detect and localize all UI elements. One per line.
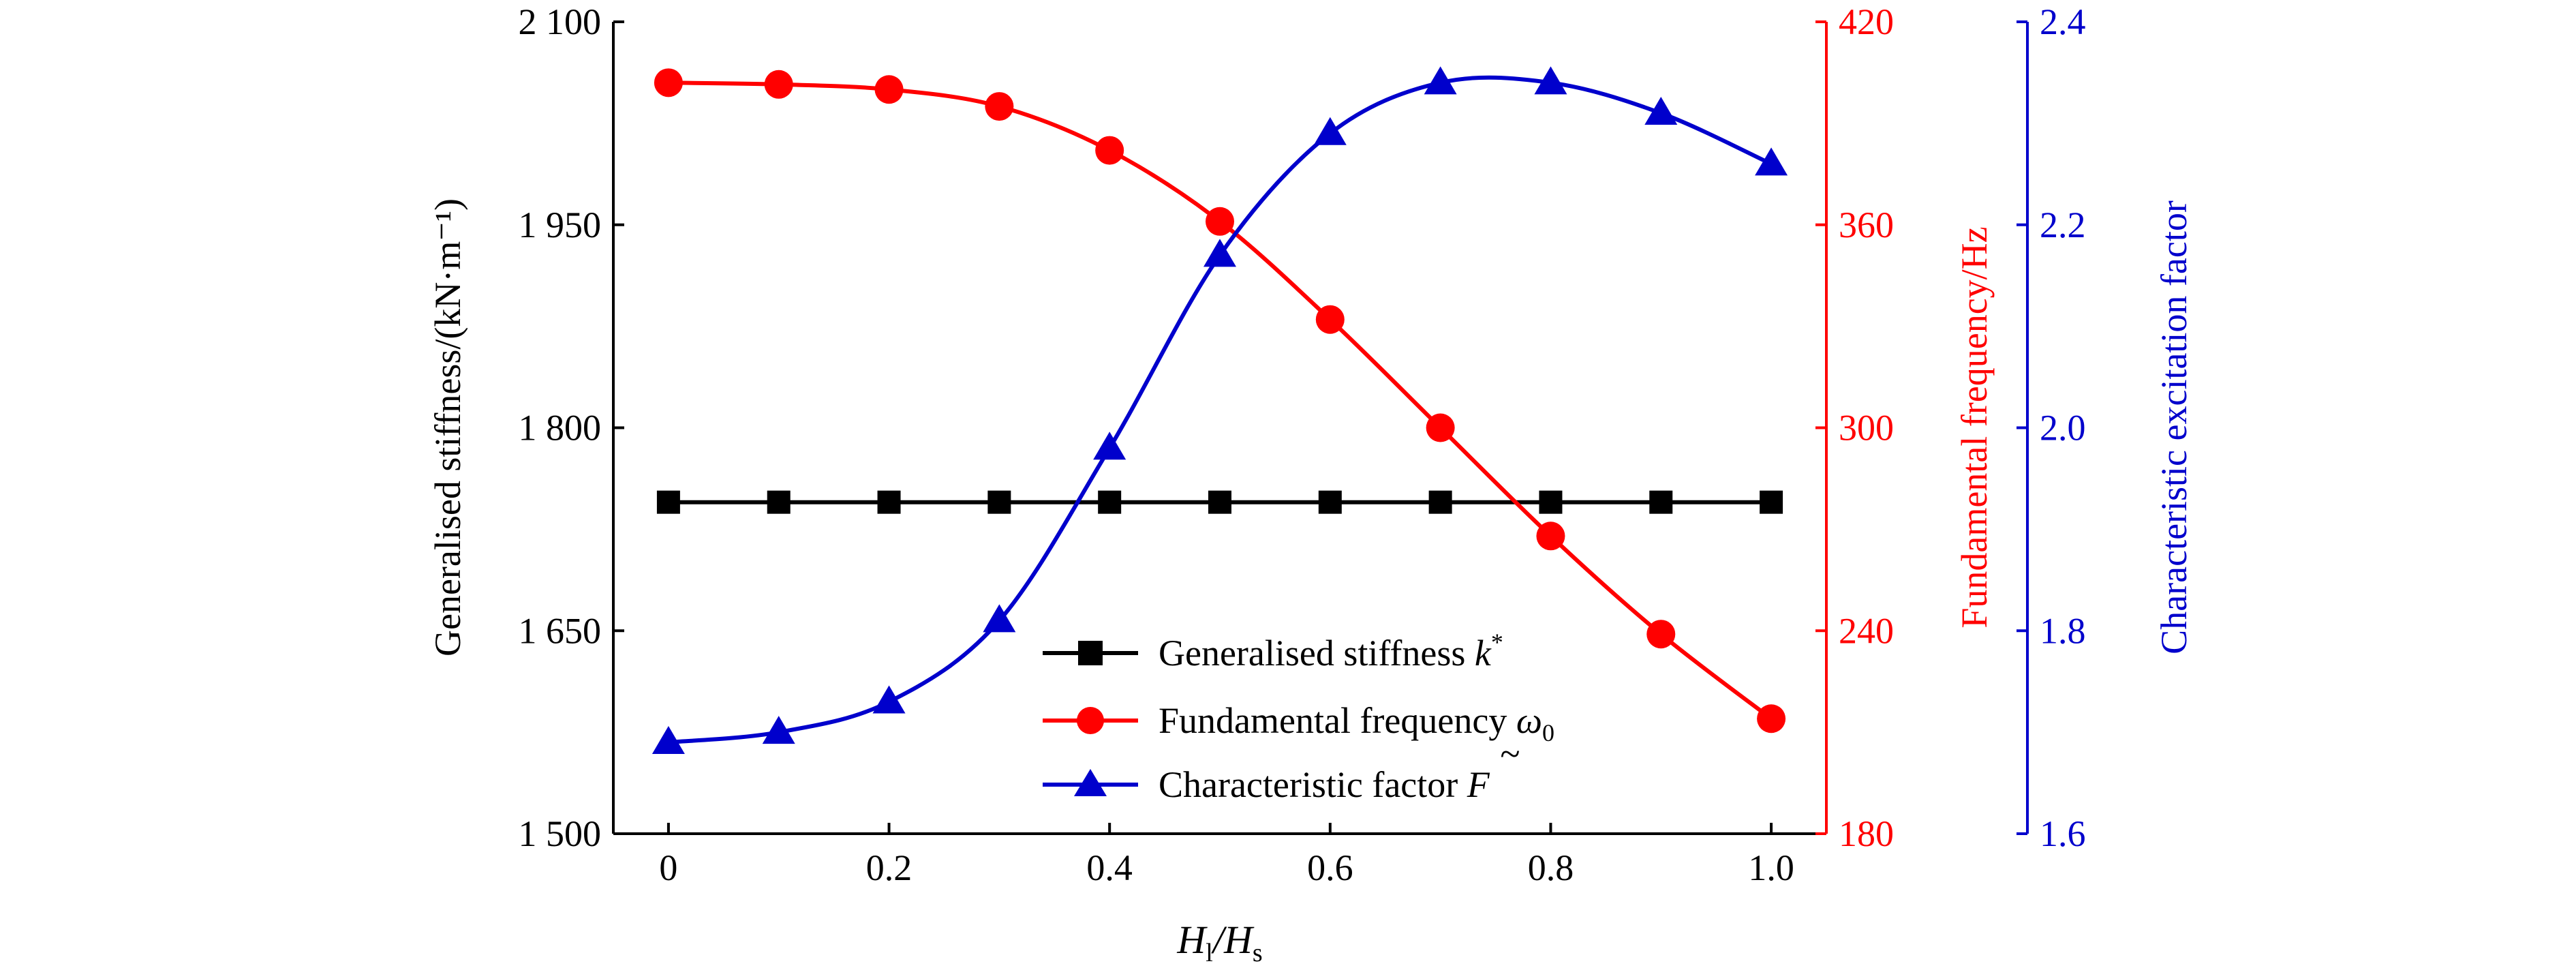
right-axis-1-title: Fundamental frequency/Hz (1954, 226, 1995, 628)
left-tick-label: 1 950 (519, 205, 602, 245)
right2-tick-label: 1.6 (2040, 813, 2086, 854)
data-point-triangle (762, 716, 795, 744)
right2-tick-label: 2.2 (2040, 205, 2086, 245)
data-point-circle (985, 92, 1014, 121)
right-axis-1: 180 240 300 360 420 (1815, 1, 1894, 854)
left-tick-label: 1 650 (519, 610, 602, 651)
right1-tick-label: 240 (1839, 610, 1894, 651)
right2-tick-label: 2.4 (2040, 1, 2086, 42)
right2-tick-label: 2.0 (2040, 408, 2086, 449)
legend-tilde: ~ (1500, 733, 1520, 774)
data-point-square (1760, 490, 1783, 514)
data-point-circle (1646, 620, 1676, 649)
x-axis-title: Hl/Hs (1176, 918, 1262, 967)
data-point-square (656, 490, 680, 514)
data-point-square (1649, 490, 1673, 514)
data-point-triangle (1313, 117, 1347, 145)
right2-tick-label: 1.8 (2040, 610, 2086, 651)
series-line-2 (668, 75, 1773, 744)
x-tick-label: 0.8 (1528, 847, 1574, 888)
right-axis-2-title: Characteristic excitation factor (2153, 200, 2194, 654)
data-point-circle (1757, 704, 1786, 733)
left-axis-title: Generalised stiffness/(kN·m⁻¹) (427, 198, 468, 656)
x-axis: 0 0.2 0.4 0.6 0.8 1.0 (659, 823, 1794, 888)
legend-label-factor: Characteristic factor F (1159, 764, 1490, 805)
data-point-triangle (1644, 96, 1678, 125)
x-tick-label: 0 (659, 847, 677, 888)
x-tick-label: 1.0 (1748, 847, 1794, 888)
right1-tick-label: 420 (1839, 1, 1894, 42)
data-point-circle (654, 68, 683, 97)
x-tick-label: 0.4 (1086, 847, 1133, 888)
series-line-1 (668, 80, 1773, 721)
right1-tick-label: 300 (1839, 408, 1894, 449)
data-point-square (1318, 490, 1342, 514)
data-point-triangle (651, 726, 685, 755)
data-point-square (1428, 490, 1452, 514)
legend: Generalised stiffness k* Fundamental fre… (1043, 629, 1554, 805)
data-point-circle (1095, 136, 1124, 165)
data-point-triangle (1093, 432, 1126, 460)
left-tick-label: 1 500 (519, 813, 602, 854)
right1-tick-label: 360 (1839, 205, 1894, 245)
legend-marker-square (1078, 641, 1103, 665)
data-point-square (877, 490, 901, 514)
data-point-triangle (1203, 239, 1236, 267)
data-point-square (1098, 490, 1122, 514)
data-point-circle (1536, 521, 1565, 551)
legend-marker-triangle (1074, 769, 1107, 796)
legend-item-factor: Characteristic factor F ~ (1043, 733, 1520, 805)
data-point-triangle (1534, 66, 1567, 95)
left-axis: 1 500 1 650 1 800 1 950 2 100 (519, 1, 624, 854)
data-point-triangle (872, 685, 906, 714)
right1-tick-label: 180 (1839, 813, 1894, 854)
data-point-circle (1206, 207, 1234, 236)
legend-item-stiffness: Generalised stiffness k* (1043, 629, 1503, 674)
right-axis-2: 1.6 1.8 2.0 2.2 2.4 (2017, 1, 2086, 854)
legend-item-frequency: Fundamental frequency ω0 (1043, 700, 1554, 746)
data-point-triangle (983, 604, 1016, 633)
left-tick-label: 1 800 (519, 408, 602, 449)
data-point-circle (1315, 305, 1345, 334)
legend-label-frequency: Fundamental frequency ω0 (1159, 700, 1554, 746)
data-point-square (987, 490, 1011, 514)
series-layer (651, 66, 1788, 755)
x-tick-label: 0.6 (1307, 847, 1353, 888)
data-point-square (1208, 490, 1231, 514)
data-point-square (767, 490, 791, 514)
data-point-circle (1426, 413, 1455, 442)
legend-label-stiffness: Generalised stiffness k* (1159, 629, 1503, 674)
data-point-triangle (1424, 66, 1457, 95)
data-point-triangle (1755, 147, 1788, 176)
data-point-square (1539, 490, 1563, 514)
left-tick-label: 2 100 (519, 1, 602, 42)
data-point-circle (764, 70, 793, 99)
legend-marker-circle (1077, 707, 1104, 734)
data-point-circle (874, 75, 904, 104)
x-tick-label: 0.2 (866, 847, 913, 888)
